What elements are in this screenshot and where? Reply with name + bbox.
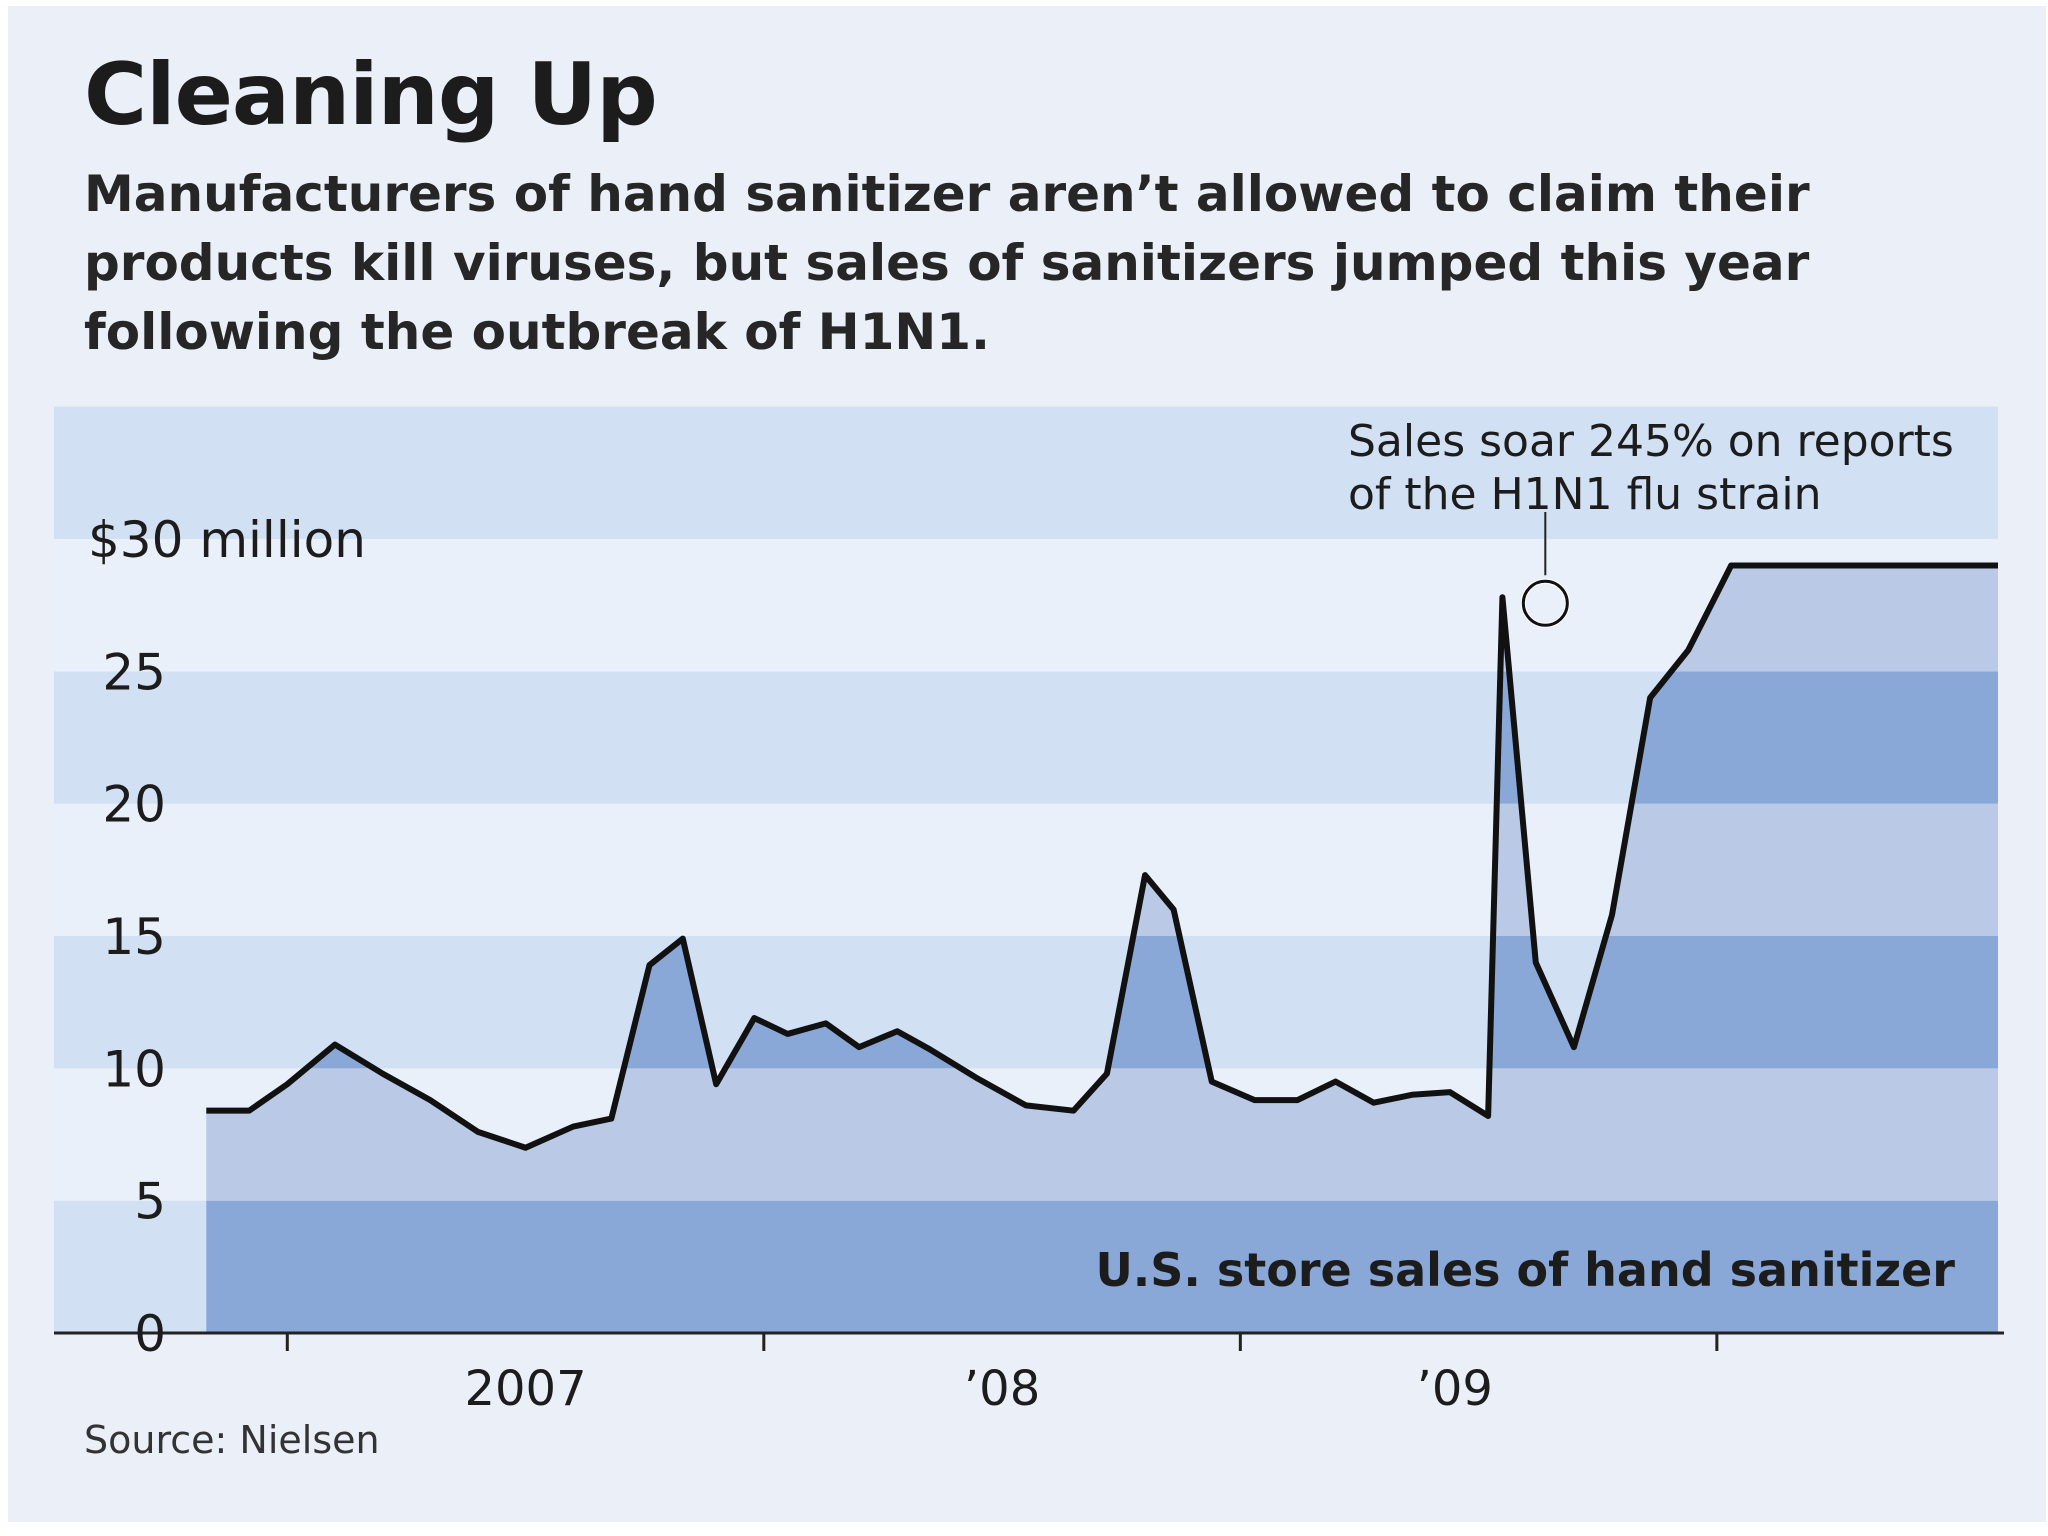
area-band-0 (206, 1200, 1998, 1333)
x-tick-label: 2007 (464, 1361, 586, 1417)
chart-subtitle: Manufacturers of hand sanitizer aren’t a… (84, 165, 1810, 361)
tick-labels: 0 5 10 15 20 25 $30 million 2007 ’08 ’09 (88, 511, 1493, 1417)
y-tick-label: 0 (134, 1305, 166, 1363)
x-tick-label: ’09 (1417, 1361, 1493, 1417)
annotation-text: Sales soar 245% on reports (1348, 416, 1954, 467)
annotation-circle (1521, 579, 1569, 627)
band-25 (54, 539, 1998, 672)
y-tick-label: $30 million (88, 511, 366, 569)
series-line-group (206, 562, 1998, 1151)
y-tick-label: 10 (102, 1040, 166, 1098)
axes (54, 1331, 2004, 1351)
y-tick-label: 25 (102, 643, 166, 701)
source-note: Source: Nielsen (84, 1418, 380, 1462)
x-tick-label: ’08 (964, 1361, 1040, 1417)
annotation-text: of the H1N1 flu strain (1348, 469, 1822, 520)
series-line (206, 562, 1998, 1151)
y-tick-label: 5 (134, 1173, 166, 1231)
y-tick-label: 20 (102, 776, 166, 834)
chart-title: Cleaning Up (84, 45, 658, 145)
band-30 (54, 406, 1998, 539)
series-label: U.S. store sales of hand sanitizer (1095, 1243, 1955, 1297)
y-tick-label: 15 (102, 908, 166, 966)
